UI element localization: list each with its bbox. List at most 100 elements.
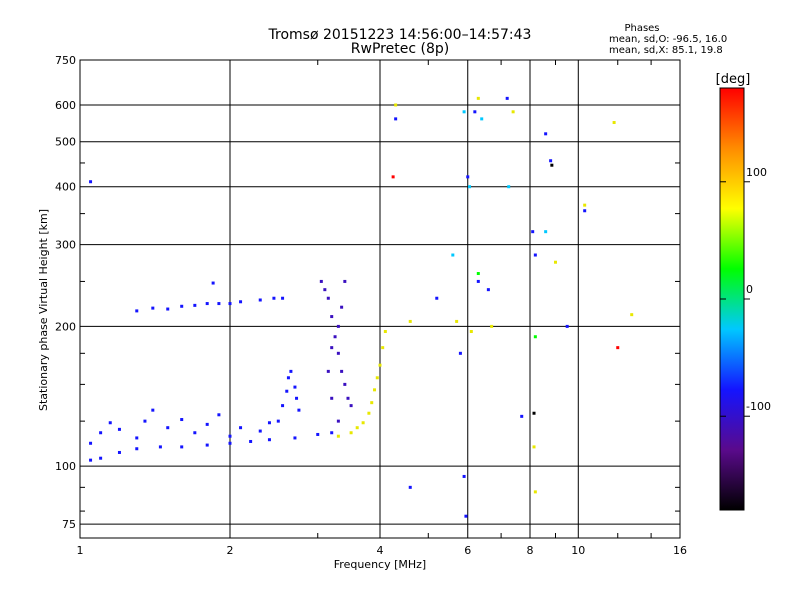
x-tick-label: 1 — [77, 544, 84, 557]
data-point — [346, 396, 350, 400]
x-tick-label: 4 — [377, 544, 384, 557]
x-tick-label: 10 — [571, 544, 585, 557]
data-point — [476, 96, 480, 100]
data-point — [480, 117, 484, 121]
data-point — [549, 159, 553, 163]
data-point — [193, 431, 197, 435]
data-point — [108, 421, 112, 425]
data-point — [193, 303, 197, 307]
data-point — [166, 426, 170, 430]
data-point — [544, 230, 548, 234]
data-point — [336, 434, 340, 438]
y-tick-label: 300 — [55, 239, 76, 252]
data-point — [583, 203, 587, 207]
data-point — [319, 279, 323, 283]
data-point — [630, 313, 634, 317]
data-point — [135, 447, 139, 451]
data-point — [458, 351, 462, 355]
x-axis-ticks: 1 2 4 6 8 10 16 — [77, 60, 687, 557]
data-point — [343, 382, 347, 386]
data-point — [295, 396, 299, 400]
y-axis-label: Stationary phase Virtual Height [km] — [37, 209, 50, 411]
data-point — [211, 281, 215, 285]
data-point — [349, 404, 353, 408]
data-point — [394, 103, 398, 107]
plot-frame — [79, 59, 681, 539]
phase-stats-x: mean, sd,X: 85.1, 19.8 — [609, 45, 723, 56]
data-point — [158, 445, 162, 449]
data-point — [383, 330, 387, 334]
data-point — [486, 288, 490, 292]
data-points — [89, 96, 634, 518]
data-point — [205, 302, 209, 306]
data-point — [355, 426, 359, 430]
data-point — [349, 431, 353, 435]
data-point — [326, 296, 330, 300]
data-point — [462, 474, 466, 478]
data-point — [293, 436, 297, 440]
x-tick-label: 8 — [527, 544, 534, 557]
x-tick-label: 16 — [673, 544, 687, 557]
data-point — [180, 418, 184, 422]
data-point — [205, 422, 209, 426]
data-point — [375, 376, 379, 380]
data-point — [391, 175, 395, 179]
colorbar: [deg] 100 0 -100 — [716, 72, 771, 511]
chart-subtitle: RwPretec (8p) — [350, 41, 450, 57]
data-point — [330, 431, 334, 435]
data-point — [205, 443, 209, 447]
data-point — [285, 389, 289, 393]
data-point — [336, 324, 340, 328]
data-point — [297, 408, 301, 412]
data-point — [550, 163, 554, 167]
data-point — [326, 369, 330, 373]
data-point — [151, 408, 155, 412]
data-point — [435, 296, 439, 300]
data-point — [330, 315, 334, 319]
data-point — [258, 429, 262, 433]
data-point — [217, 413, 221, 417]
data-point — [468, 185, 472, 189]
y-tick-label: 750 — [55, 54, 76, 67]
data-point — [451, 253, 455, 257]
data-point — [408, 485, 412, 489]
y-tick-label: 600 — [55, 99, 76, 112]
data-point — [473, 110, 477, 114]
y-axis-ticks: 75 100 200 300 400 500 600 750 — [55, 54, 680, 531]
data-point — [544, 132, 548, 136]
data-point — [258, 298, 262, 302]
data-point — [151, 306, 155, 310]
x-tick-label: 2 — [227, 544, 234, 557]
data-point — [228, 302, 232, 306]
y-tick-label: 500 — [55, 136, 76, 149]
data-point — [490, 324, 494, 328]
data-point — [293, 385, 297, 389]
data-point — [462, 110, 466, 114]
data-point — [117, 427, 121, 431]
data-point — [330, 346, 334, 350]
data-point — [476, 279, 480, 283]
data-point — [507, 185, 511, 189]
data-point — [336, 351, 340, 355]
data-point — [464, 514, 468, 518]
data-point — [340, 305, 344, 309]
data-point — [370, 401, 374, 405]
colorbar-unit-label: [deg] — [716, 72, 751, 87]
data-point — [272, 296, 276, 300]
x-tick-label: 6 — [464, 544, 471, 557]
data-point — [117, 450, 121, 454]
phase-stats-o: mean, sd,O: -96.5, 16.0 — [609, 34, 728, 45]
colorbar-ticks: 100 0 -100 — [720, 166, 771, 417]
data-point — [378, 363, 382, 367]
data-point — [143, 419, 147, 423]
y-tick-label: 75 — [62, 518, 76, 531]
data-point — [249, 439, 253, 443]
data-point — [89, 441, 93, 445]
y-tick-label: 400 — [55, 181, 76, 194]
grid-lines — [80, 60, 680, 538]
data-point — [466, 175, 470, 179]
data-point — [532, 411, 536, 415]
colorbar-tick-label: 0 — [746, 283, 753, 296]
data-point — [89, 180, 93, 184]
